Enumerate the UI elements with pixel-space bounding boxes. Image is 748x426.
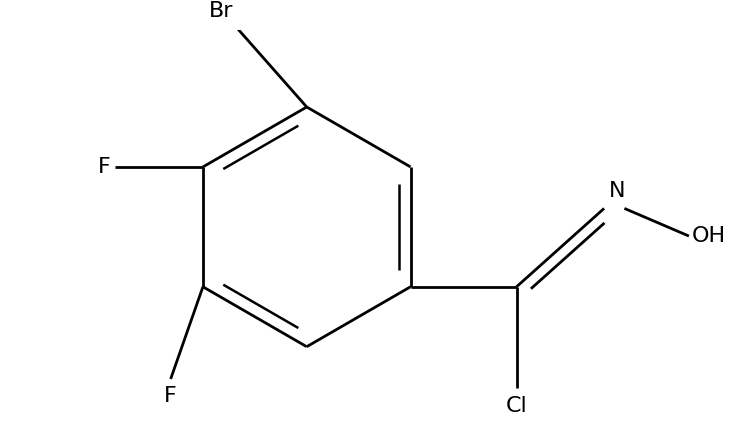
Text: Br: Br bbox=[209, 1, 233, 21]
Text: Cl: Cl bbox=[506, 396, 527, 416]
Text: N: N bbox=[609, 181, 625, 201]
Text: F: F bbox=[98, 157, 111, 177]
Text: OH: OH bbox=[692, 226, 726, 246]
Text: F: F bbox=[165, 386, 177, 406]
